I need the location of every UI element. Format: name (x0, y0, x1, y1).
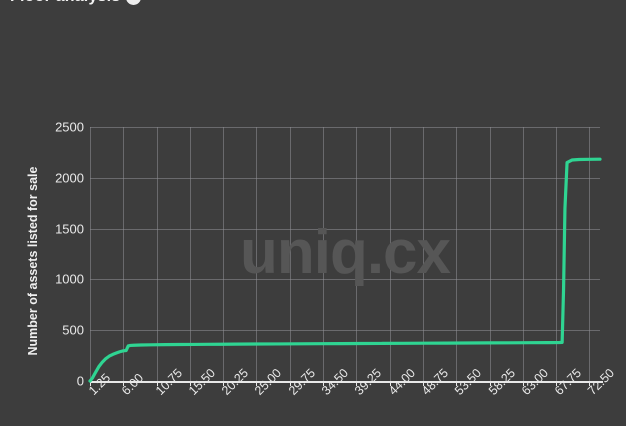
y-tick-label: 0 (76, 373, 84, 389)
gridline-vertical (422, 127, 424, 381)
gridline-vertical (489, 127, 491, 381)
x-tick-mark (422, 381, 424, 386)
x-tick-mark (589, 381, 591, 386)
page-title: Floor analysis (10, 0, 120, 6)
gridline-vertical (389, 127, 391, 381)
series-line-chart (88, 157, 602, 383)
x-tick-mark (123, 381, 125, 386)
gridline-horizontal (90, 228, 600, 230)
x-tick-mark (522, 381, 524, 386)
gridline-vertical (189, 127, 191, 381)
gridline-vertical (556, 127, 558, 381)
gridline-vertical (289, 127, 291, 381)
gridline-horizontal (90, 279, 600, 281)
y-tick-label: 1500 (55, 221, 84, 237)
x-tick-mark (556, 381, 558, 386)
series-polyline (88, 157, 602, 383)
x-tick-mark (256, 381, 258, 386)
x-tick-mark (90, 381, 91, 386)
x-tick-mark (356, 381, 358, 386)
info-circle-icon[interactable]: i (126, 0, 142, 5)
y-axis-tick-labels: 0 500 1000 1500 2000 2500 (0, 0, 84, 426)
gridline-horizontal (90, 177, 600, 179)
gridline-horizontal (90, 127, 600, 128)
gridline-vertical (356, 127, 358, 381)
gridline-vertical (456, 127, 458, 381)
gridline-vertical (589, 127, 591, 381)
gridline-vertical (156, 127, 158, 381)
x-tick-mark (223, 381, 225, 386)
x-tick-mark (156, 381, 158, 386)
gridline-vertical (90, 127, 91, 381)
x-tick-mark (489, 381, 491, 386)
gridline-vertical (323, 127, 325, 381)
y-tick-label: 1000 (55, 271, 84, 287)
plot-area: uniq.cx (88, 127, 602, 383)
gridline-vertical (123, 127, 125, 381)
x-tick-mark (389, 381, 391, 386)
x-tick-mark (289, 381, 291, 386)
x-tick-mark (323, 381, 325, 386)
gridline-vertical (522, 127, 524, 381)
x-tick-mark (456, 381, 458, 386)
gridline-vertical (223, 127, 225, 381)
chart-header: Floor analysis i (10, 0, 142, 8)
x-tick-mark (189, 381, 191, 386)
y-tick-label: 2000 (55, 170, 84, 186)
y-tick-label: 500 (62, 322, 84, 338)
y-axis-title: Number of assets listed for sale (26, 166, 40, 356)
x-axis-line (90, 381, 603, 383)
gridline-vertical (256, 127, 258, 381)
gridline-horizontal (90, 330, 600, 332)
y-tick-label: 2500 (55, 119, 84, 135)
